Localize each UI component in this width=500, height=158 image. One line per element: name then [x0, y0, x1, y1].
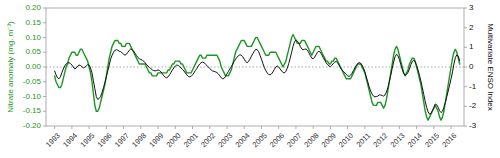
y2-tick-label: 1 [469, 42, 474, 51]
x-tick [54, 126, 55, 129]
y-tick-label: -0.05 [23, 77, 42, 86]
y-tick-label: 0.20 [25, 3, 41, 12]
x-tick-label: 2014 [406, 131, 424, 149]
x-tick-label: 2010 [337, 131, 355, 149]
y2-tick [464, 47, 467, 48]
x-tick-label: 1998 [130, 131, 148, 149]
y-tick [43, 126, 46, 127]
x-tick-label: 1997 [113, 131, 131, 149]
x-tick-label: 2011 [354, 131, 372, 149]
y-tick [43, 22, 46, 23]
x-tick-label: 2009 [320, 131, 338, 149]
y-axis-title: Nitrate anomaly (mg. m⁻³) [6, 21, 15, 113]
x-tick [416, 126, 417, 129]
y-tick-label: 0.00 [25, 62, 41, 71]
x-tick [399, 126, 400, 129]
x-tick [123, 126, 124, 129]
y2-tick [464, 27, 467, 28]
y2-axis: -3 -2 -1 0 1 2 3 [464, 3, 477, 130]
y-tick [43, 52, 46, 53]
x-tick-label: 2002 [199, 131, 217, 149]
y-tick [43, 111, 46, 112]
x-tick-label: 1994 [61, 131, 79, 149]
y2-tick-label: -1 [469, 82, 477, 91]
y2-axis-title: Multivariate ENSO Index [486, 23, 495, 111]
y2-tick-label: -2 [469, 101, 477, 110]
y2-tick-label: 0 [469, 62, 474, 71]
y-tick [43, 37, 46, 38]
x-tick [192, 126, 193, 129]
x-tick [209, 126, 210, 129]
x-tick-label: 1995 [78, 131, 96, 149]
y-tick [43, 67, 46, 68]
y2-tick-label: 3 [469, 3, 474, 12]
y-axis: -0.20 -0.15 -0.10 -0.05 0.00 0.05 0.10 0.15 0.20 [23, 3, 46, 130]
y2-tick [464, 126, 467, 127]
x-tick-label: 1993 [44, 131, 62, 149]
x-tick [71, 126, 72, 129]
x-tick [382, 126, 383, 129]
y-tick-label: -0.20 [23, 121, 42, 130]
x-tick-label: 2015 [423, 131, 441, 149]
x-tick-label: 2000 [164, 131, 182, 149]
y-tick-label: 0.10 [25, 33, 41, 42]
x-tick [330, 126, 331, 129]
y2-tick [464, 8, 467, 9]
x-tick [226, 126, 227, 129]
x-tick-label: 2004 [233, 131, 251, 149]
x-tick [433, 126, 434, 129]
x-tick [158, 126, 159, 129]
x-tick-label: 2013 [389, 131, 407, 149]
plot-area [46, 35, 464, 121]
y2-tick-label: -3 [469, 121, 477, 130]
x-tick [364, 126, 365, 129]
x-tick-label: 2006 [268, 131, 286, 149]
y-tick [43, 81, 46, 82]
x-tick-label: 2005 [251, 131, 269, 149]
x-tick-label: 1996 [96, 131, 114, 149]
x-tick [106, 126, 107, 129]
x-tick [140, 126, 141, 129]
y-tick [43, 8, 46, 9]
y2-tick-label: 2 [469, 23, 474, 32]
x-tick [244, 126, 245, 129]
series-line [55, 40, 460, 114]
x-tick [261, 126, 262, 129]
x-axis: 1993199419951996199719981999200020012002… [44, 126, 459, 149]
x-tick [451, 126, 452, 129]
x-tick-label: 2012 [371, 131, 389, 149]
chart: -0.20 -0.15 -0.10 -0.05 0.00 0.05 0.10 0.15 0.20… [0, 0, 500, 158]
x-tick-label: 1999 [147, 131, 165, 149]
y-tick-label: -0.15 [23, 106, 42, 115]
x-tick [278, 126, 279, 129]
x-tick [313, 126, 314, 129]
x-tick-label: 2008 [302, 131, 320, 149]
x-tick [295, 126, 296, 129]
x-tick [347, 126, 348, 129]
plot-frame [46, 8, 464, 126]
x-tick-label: 2007 [285, 131, 303, 149]
y-tick-label: -0.10 [23, 92, 42, 101]
x-tick-label: 2003 [216, 131, 234, 149]
y-tick-label: 0.15 [25, 18, 41, 27]
y-tick [43, 96, 46, 97]
y2-tick [464, 106, 467, 107]
x-tick-label: 2001 [182, 131, 200, 149]
x-tick [175, 126, 176, 129]
y2-tick [464, 86, 467, 87]
series-line [55, 35, 460, 121]
y-tick-label: 0.05 [25, 47, 41, 56]
x-tick [89, 126, 90, 129]
y2-tick [464, 67, 467, 68]
x-tick-label: 2016 [440, 131, 458, 149]
